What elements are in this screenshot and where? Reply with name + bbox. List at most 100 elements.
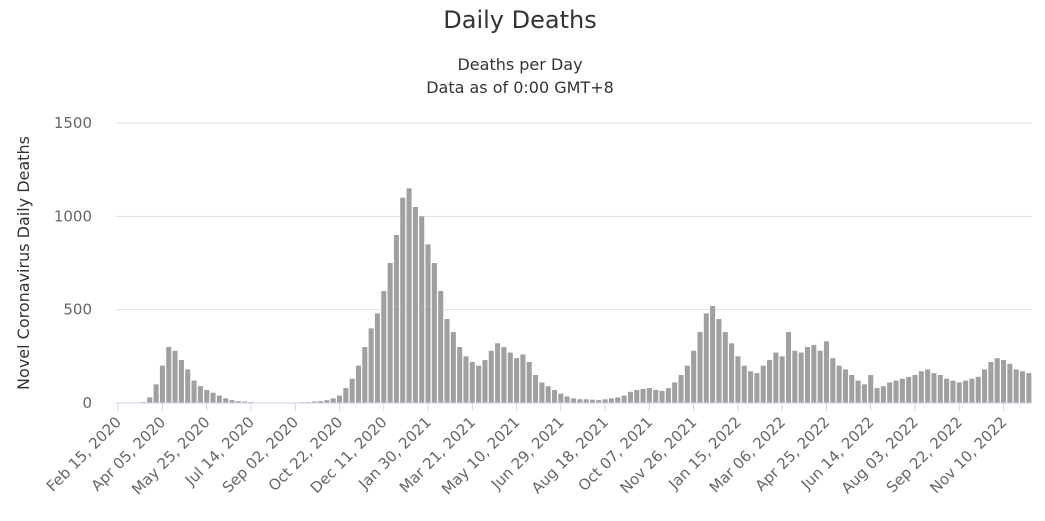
bar bbox=[691, 351, 696, 403]
bar bbox=[856, 381, 861, 403]
bar bbox=[1014, 369, 1019, 403]
x-tick-label: May 25, 2020 bbox=[128, 413, 213, 498]
bar bbox=[223, 398, 228, 403]
bar bbox=[894, 381, 899, 403]
bar bbox=[356, 366, 361, 403]
chart-title: Daily Deaths bbox=[443, 6, 596, 34]
bar bbox=[331, 398, 336, 403]
bar bbox=[438, 291, 443, 403]
bar bbox=[919, 371, 924, 403]
bar bbox=[179, 360, 184, 403]
bar bbox=[900, 379, 905, 403]
bar bbox=[641, 389, 646, 403]
bar bbox=[489, 351, 494, 403]
bar bbox=[457, 347, 462, 403]
x-tick-label: Nov 10, 2022 bbox=[926, 413, 1010, 497]
bar bbox=[217, 396, 222, 403]
bar bbox=[799, 353, 804, 403]
bar bbox=[748, 371, 753, 403]
bar bbox=[811, 345, 816, 403]
bar bbox=[622, 396, 627, 403]
bar bbox=[1007, 364, 1012, 403]
bar bbox=[672, 382, 677, 403]
bar bbox=[451, 332, 456, 403]
bar bbox=[533, 375, 538, 403]
bar bbox=[780, 356, 785, 403]
bar bbox=[824, 341, 829, 403]
bar bbox=[931, 373, 936, 403]
bar bbox=[527, 362, 532, 403]
bar bbox=[761, 366, 766, 403]
bar bbox=[875, 388, 880, 403]
bar bbox=[590, 400, 595, 403]
bar bbox=[192, 381, 197, 403]
bar bbox=[369, 328, 374, 403]
bar bbox=[944, 379, 949, 403]
bar bbox=[400, 198, 405, 403]
chart-subtitle: Data as of 0:00 GMT+8 bbox=[426, 78, 614, 97]
bar bbox=[571, 398, 576, 403]
bar bbox=[173, 351, 178, 403]
bar bbox=[868, 375, 873, 403]
bar bbox=[552, 390, 557, 403]
bar bbox=[495, 343, 500, 403]
x-tick-label: Aug 03, 2022 bbox=[838, 413, 922, 497]
y-tick-label: 500 bbox=[63, 301, 92, 319]
bar bbox=[388, 263, 393, 403]
bar bbox=[381, 291, 386, 403]
bar bbox=[773, 353, 778, 403]
bar bbox=[786, 332, 791, 403]
bar bbox=[742, 366, 747, 403]
bar bbox=[558, 394, 563, 403]
bar bbox=[685, 366, 690, 403]
bar bbox=[950, 381, 955, 403]
bar bbox=[729, 343, 734, 403]
x-tick-label: Nov 26, 2021 bbox=[616, 413, 700, 497]
y-tick-label: 0 bbox=[82, 394, 92, 412]
bar bbox=[584, 399, 589, 403]
bar bbox=[982, 369, 987, 403]
bar bbox=[767, 360, 772, 403]
bar bbox=[482, 360, 487, 403]
bar bbox=[716, 319, 721, 403]
bar bbox=[470, 362, 475, 403]
bar bbox=[697, 332, 702, 403]
bar bbox=[678, 375, 683, 403]
bar bbox=[653, 390, 658, 403]
bar bbox=[862, 384, 867, 403]
bar bbox=[628, 392, 633, 403]
bar bbox=[1026, 373, 1031, 403]
bar bbox=[444, 319, 449, 403]
bar bbox=[166, 347, 171, 403]
bar bbox=[476, 366, 481, 403]
bar bbox=[887, 382, 892, 403]
bar bbox=[419, 216, 424, 403]
bar bbox=[837, 366, 842, 403]
bar bbox=[615, 397, 620, 403]
bar bbox=[906, 377, 911, 403]
bar bbox=[198, 386, 203, 403]
bar bbox=[204, 390, 209, 403]
bar bbox=[963, 381, 968, 403]
bar bbox=[539, 382, 544, 403]
bar bbox=[210, 393, 215, 403]
y-tick-label: 1000 bbox=[54, 207, 92, 225]
bar bbox=[957, 382, 962, 403]
bar bbox=[362, 347, 367, 403]
bar bbox=[520, 354, 525, 403]
bar bbox=[912, 375, 917, 403]
x-tick-label: Dec 11, 2020 bbox=[307, 413, 391, 497]
bar bbox=[849, 375, 854, 403]
bar bbox=[514, 358, 519, 403]
bar bbox=[735, 356, 740, 403]
bar bbox=[710, 306, 715, 403]
bar bbox=[938, 375, 943, 403]
bar bbox=[995, 358, 1000, 403]
chart-subtitle: Deaths per Day bbox=[457, 55, 582, 74]
bar bbox=[1001, 360, 1006, 403]
bar bbox=[394, 235, 399, 403]
bar bbox=[1020, 371, 1025, 403]
bar bbox=[432, 263, 437, 403]
bar bbox=[413, 207, 418, 403]
bar bbox=[634, 390, 639, 403]
